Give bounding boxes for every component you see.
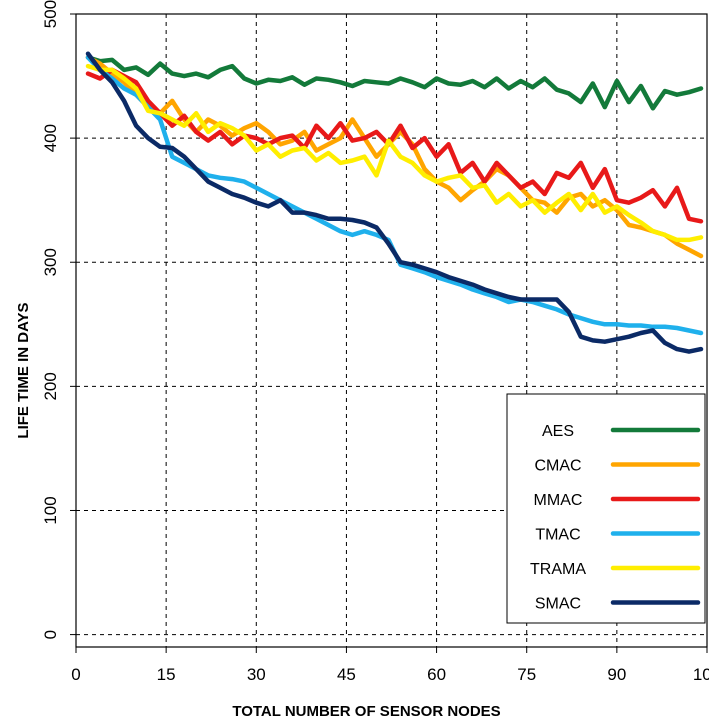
series-line-smac: [85, 51, 704, 354]
y-axis-title: LIFE TIME IN DAYS: [15, 302, 32, 438]
legend-label-aes: AES: [542, 423, 574, 440]
y-tick-label: 0: [41, 630, 60, 639]
series-line-mmac: [85, 67, 704, 224]
legend-label-tmac: TMAC: [535, 527, 580, 544]
legend-label-cmac: CMAC: [534, 458, 581, 475]
series-lines: [85, 51, 704, 354]
x-tick-label: 15: [157, 665, 176, 684]
x-tick-label: 45: [337, 665, 356, 684]
x-tick-label: 75: [517, 665, 536, 684]
x-tick-label: 90: [607, 665, 626, 684]
legend: AES CMAC MMAC TMAC TRAMA SMAC: [506, 393, 706, 624]
x-axis-title: TOTAL NUMBER OF SENSOR NODES: [232, 703, 500, 720]
plot-frame: [75, 13, 708, 648]
y-tick-label: 500: [41, 0, 60, 28]
legend-label-smac: SMAC: [535, 596, 581, 613]
y-tick-label: 200: [41, 372, 60, 400]
series-line-trama: [85, 63, 704, 243]
y-tick-label: 300: [41, 248, 60, 276]
x-tick-label: 60: [427, 665, 446, 684]
y-tick-label: 100: [41, 496, 60, 524]
legend-label-trama: TRAMA: [530, 561, 586, 578]
x-axis-ticks: 0 15 30 45 60 75 90 105: [71, 647, 709, 684]
y-axis-ticks: 0 100 200 300 400 500: [41, 0, 76, 639]
legend-label-mmac: MMAC: [534, 492, 583, 509]
y-tick-label: 400: [41, 124, 60, 152]
x-tick-label: 0: [71, 665, 80, 684]
x-tick-label: 30: [247, 665, 266, 684]
series-line-aes: [85, 55, 704, 111]
series-line-cmac: [85, 55, 704, 259]
x-tick-label: 105: [693, 665, 709, 684]
